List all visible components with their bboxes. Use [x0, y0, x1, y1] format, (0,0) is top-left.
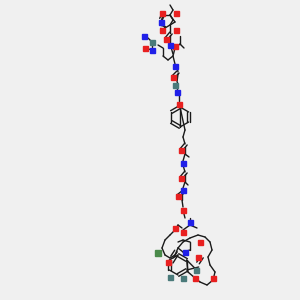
Bar [196, 254, 200, 260]
Bar [172, 44, 178, 49]
Bar [197, 239, 202, 244]
Bar [173, 11, 178, 16]
Bar [170, 74, 175, 80]
Bar [142, 34, 146, 38]
Bar [176, 194, 181, 199]
Bar [173, 28, 178, 32]
Bar [172, 82, 178, 88]
Bar [175, 89, 179, 94]
Bar [178, 148, 184, 152]
Bar [155, 250, 161, 256]
Bar [193, 275, 197, 281]
Bar [142, 46, 148, 50]
Bar [160, 28, 164, 32]
Bar [176, 101, 181, 106]
Bar [181, 230, 185, 235]
Bar [182, 250, 188, 254]
Bar [160, 11, 164, 16]
Bar [211, 275, 215, 281]
Bar [167, 274, 172, 280]
Bar [181, 208, 185, 212]
Bar [172, 64, 178, 68]
Bar [164, 37, 169, 41]
Bar [194, 268, 199, 272]
Bar [181, 188, 185, 193]
Bar [172, 226, 178, 230]
Bar [149, 47, 154, 52]
Bar [166, 260, 170, 265]
Bar [167, 43, 172, 47]
Bar [158, 20, 164, 25]
Bar [181, 160, 185, 166]
Bar [188, 220, 193, 224]
Bar [149, 40, 154, 44]
Bar [181, 275, 185, 281]
Bar [178, 176, 184, 181]
